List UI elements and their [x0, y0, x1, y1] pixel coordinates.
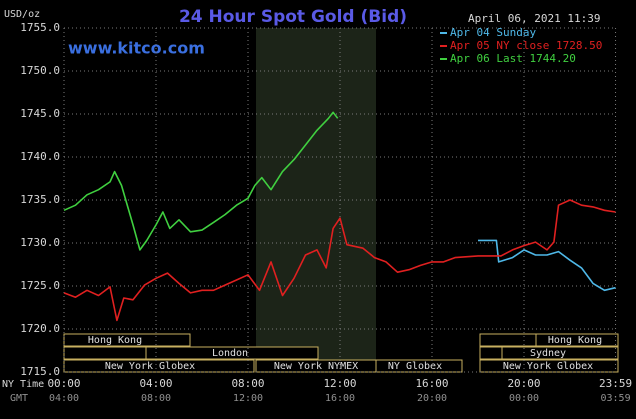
y-axis-label: USD/oz	[4, 9, 40, 20]
session-box	[535, 333, 619, 347]
y-tick-label: 1745.0	[20, 107, 60, 120]
x2-row-label: GMT	[10, 393, 28, 404]
x2-tick-label: 00:00	[509, 393, 539, 404]
source: www.kitco.com	[68, 39, 205, 58]
session-box	[145, 346, 319, 360]
x2-tick-label: 20:00	[417, 393, 447, 404]
session-box	[501, 346, 619, 360]
x2-tick-label: 16:00	[325, 393, 355, 404]
x-tick-label: 12:00	[323, 377, 356, 390]
x2-tick-label: 04:00	[49, 393, 79, 404]
series-line	[63, 111, 339, 251]
x2-tick-label: 12:00	[233, 393, 263, 404]
session-label: NY Globex	[388, 361, 442, 372]
session-label: New York Globex	[105, 361, 195, 372]
session-label: New York Globex	[503, 361, 593, 372]
session-box	[63, 359, 255, 373]
session-label: New York NYMEX	[274, 361, 358, 372]
legend-label: Apr 06 Last 1744.20	[450, 52, 576, 65]
session-box	[375, 359, 463, 373]
session-box	[479, 346, 503, 360]
y-tick-label: 1725.0	[20, 279, 60, 292]
series-line	[63, 199, 616, 322]
grid	[63, 27, 617, 373]
legend-label: Apr 05 NY close 1728.50	[450, 39, 602, 52]
x-tick-label: 08:00	[231, 377, 264, 390]
x-row-label: NY Time	[2, 379, 44, 390]
x2-tick-label: 08:00	[141, 393, 171, 404]
y-tick-label: 1735.0	[20, 193, 60, 206]
y-tick-label: 1730.0	[20, 236, 60, 249]
y-tick-label: 1715.0	[20, 365, 60, 378]
y-tick-label: 1750.0	[20, 64, 60, 77]
session-label: Hong Kong	[88, 335, 142, 346]
y-tick-label: 1740.0	[20, 150, 60, 163]
chart-title: 24 Hour Spot Gold (Bid)	[179, 7, 407, 27]
x-tick-label: 23:59	[599, 377, 632, 390]
session-label: London	[212, 348, 248, 359]
y-tick-label: 1720.0	[20, 322, 60, 335]
x-tick-label: 00:00	[47, 377, 80, 390]
session-box	[479, 333, 537, 347]
legend-label: Apr 04 Sunday	[450, 26, 536, 39]
series-line	[478, 239, 616, 292]
session-label: Sydney	[530, 348, 566, 359]
sessions: Hong Kong London New York Globex New Yor…	[63, 333, 619, 373]
y-tick-label: 1755.0	[20, 21, 60, 34]
x-tick-label: 04:00	[139, 377, 172, 390]
x-tick-label: 20:00	[507, 377, 540, 390]
x2-tick-label: 03:59	[600, 393, 630, 404]
session-box	[63, 346, 147, 360]
timestamp: April 06, 2021 11:39	[468, 12, 600, 25]
x-tick-label: 16:00	[415, 377, 448, 390]
session-label: Hong Kong	[548, 335, 602, 346]
